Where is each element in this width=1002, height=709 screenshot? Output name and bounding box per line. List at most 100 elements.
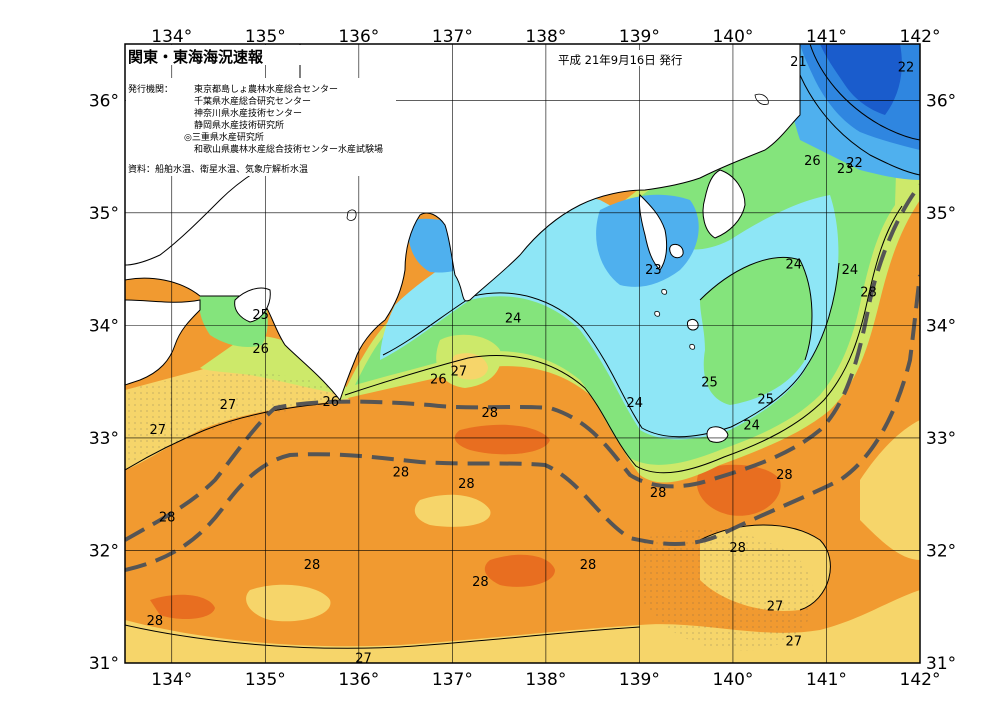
lat-tick-label-right: 31°	[926, 654, 956, 674]
isotherm-label: 26	[252, 342, 269, 357]
isotherm-label: 26	[322, 395, 339, 410]
isotherm-label: 28	[729, 541, 746, 556]
lat-tick-label-left: 36°	[89, 91, 119, 111]
land-miyake	[686, 319, 699, 331]
isotherm-label: 25	[701, 376, 718, 391]
isotherm-label: 27	[355, 651, 372, 666]
isotherm-label: 28	[159, 511, 176, 526]
isotherm-label: 27	[767, 600, 784, 615]
isotherm-label: 24	[626, 396, 643, 411]
lon-tick-label-bottom: 141°	[806, 670, 847, 690]
isotherm-label: 27	[451, 364, 468, 379]
info-background	[126, 78, 396, 176]
isotherm-label: 24	[743, 418, 760, 433]
zone-29-patch	[484, 554, 555, 587]
grid-lines	[125, 44, 920, 663]
isotherm-label: 27	[220, 398, 237, 413]
zone-26-coastal	[200, 335, 350, 395]
isotherm-label: 21	[790, 55, 807, 70]
isotherm-label: 28	[393, 466, 410, 481]
isotherm-label: 28	[776, 468, 793, 483]
axis-ticks: 134° 134° 135° 135° 136° 136° 137° 137° 138° 138°…	[89, 27, 956, 690]
lat-tick-label-left: 33°	[89, 429, 119, 449]
lat-tick-label-right: 36°	[926, 91, 956, 111]
isotherm-label: 24	[842, 263, 859, 278]
lon-tick-label-bottom: 137°	[432, 670, 473, 690]
land-izu-peninsula	[638, 193, 668, 271]
lat-tick-label-right: 35°	[926, 204, 956, 224]
isotherm-label: 23	[645, 263, 662, 278]
dotted-region-southeast	[640, 529, 815, 651]
info-block: 発行機関： 東京都島しょ農林水産総合センター 千葉県水産総合研究センター 神奈川…	[126, 78, 396, 176]
isotherm-label: 24	[785, 257, 802, 272]
kuroshio-south-edge	[125, 274, 920, 572]
isotherm-label: 28	[650, 486, 667, 501]
date-background	[555, 50, 695, 66]
issuer-line-1: 東京都島しょ農林水産総合センター	[194, 83, 338, 95]
lon-tick-label-bottom: 142°	[900, 670, 941, 690]
isotherm-label: 27	[149, 423, 166, 438]
lon-tick-label-top: 139°	[619, 27, 660, 47]
isotherm-label: 27	[785, 634, 802, 649]
isotherm-label: 22	[846, 156, 863, 171]
lat-tick-label-left: 35°	[89, 204, 119, 224]
zone-27-patch-southwest	[246, 584, 331, 622]
data-source: 資料：船舶水温、衛星水温、気象庁解析水温	[128, 163, 308, 175]
zone-29-patch-north	[454, 424, 550, 455]
issuer-label: 発行機関：	[128, 83, 173, 95]
issuer-line-3: 神奈川県水産技術センター	[194, 107, 302, 119]
isotherm-label: 28	[580, 558, 597, 573]
isotherm-label: 28	[481, 406, 498, 421]
land-boso-peninsula	[702, 169, 746, 239]
title-block: 関東・東海海況速報 平成 21年9月16日 発行	[126, 45, 695, 67]
lon-tick-label-bottom: 139°	[619, 670, 660, 690]
lon-tick-label-bottom: 134°	[151, 670, 192, 690]
issuer-line-2: 千葉県水産総合研究センター	[194, 95, 311, 107]
zone-29-patch-south	[150, 594, 215, 620]
isotherm-label: 28	[860, 286, 877, 301]
issue-date: 平成 21年9月16日 発行	[558, 53, 682, 67]
isotherm-label: 22	[898, 61, 915, 76]
isotherm-label: 25	[252, 308, 269, 323]
lon-tick-label-bottom: 135°	[245, 670, 286, 690]
lon-tick-label-top: 136°	[338, 27, 379, 47]
issuer-line-5: ◎三重県水産研究所	[184, 131, 264, 143]
lon-tick-label-top: 141°	[806, 27, 847, 47]
isotherm-label: 23	[837, 162, 854, 177]
land-oshima	[669, 244, 684, 259]
lon-tick-label-bottom: 136°	[338, 670, 379, 690]
zone-27-east	[860, 420, 920, 560]
lat-tick-label-left: 34°	[89, 316, 119, 336]
lon-tick-label-top: 138°	[525, 27, 566, 47]
lon-tick-label-top: 134°	[151, 27, 192, 47]
isotherm-label: 26	[430, 372, 447, 387]
isotherm-label: 28	[472, 575, 489, 590]
lon-tick-label-bottom: 138°	[525, 670, 566, 690]
map-area	[125, 44, 920, 663]
lon-tick-label-top: 135°	[245, 27, 286, 47]
lat-tick-label-left: 31°	[89, 654, 119, 674]
kuroshio-axis	[125, 183, 920, 572]
isotherm-label: 28	[147, 614, 164, 629]
lon-tick-label-top: 137°	[432, 27, 473, 47]
lat-tick-label-right: 33°	[926, 429, 956, 449]
map-frame	[124, 43, 921, 664]
lon-tick-label-top: 140°	[712, 27, 753, 47]
map-title: 関東・東海海況速報	[128, 48, 264, 66]
lat-tick-label-right: 32°	[926, 541, 956, 561]
issuer-line-6: 和歌山県農林水産総合技術センター水産試験場	[194, 143, 383, 155]
isotherm-label: 24	[505, 311, 522, 326]
isotherm-label: 25	[757, 393, 774, 408]
title-background	[126, 45, 304, 65]
lat-tick-label-left: 32°	[89, 541, 119, 561]
lon-tick-label-bottom: 140°	[712, 670, 753, 690]
zone-21-offshore	[820, 44, 902, 115]
isotherm-label: 26	[804, 154, 821, 169]
issuer-line-4: 静岡県水産技術研究所	[194, 119, 284, 131]
kuroshio-north-edge	[125, 183, 920, 542]
dotted-region-west	[125, 373, 345, 465]
land-hachijo	[706, 426, 729, 443]
isotherm-label: 28	[458, 477, 475, 492]
isotherm-label: 28	[304, 558, 321, 573]
